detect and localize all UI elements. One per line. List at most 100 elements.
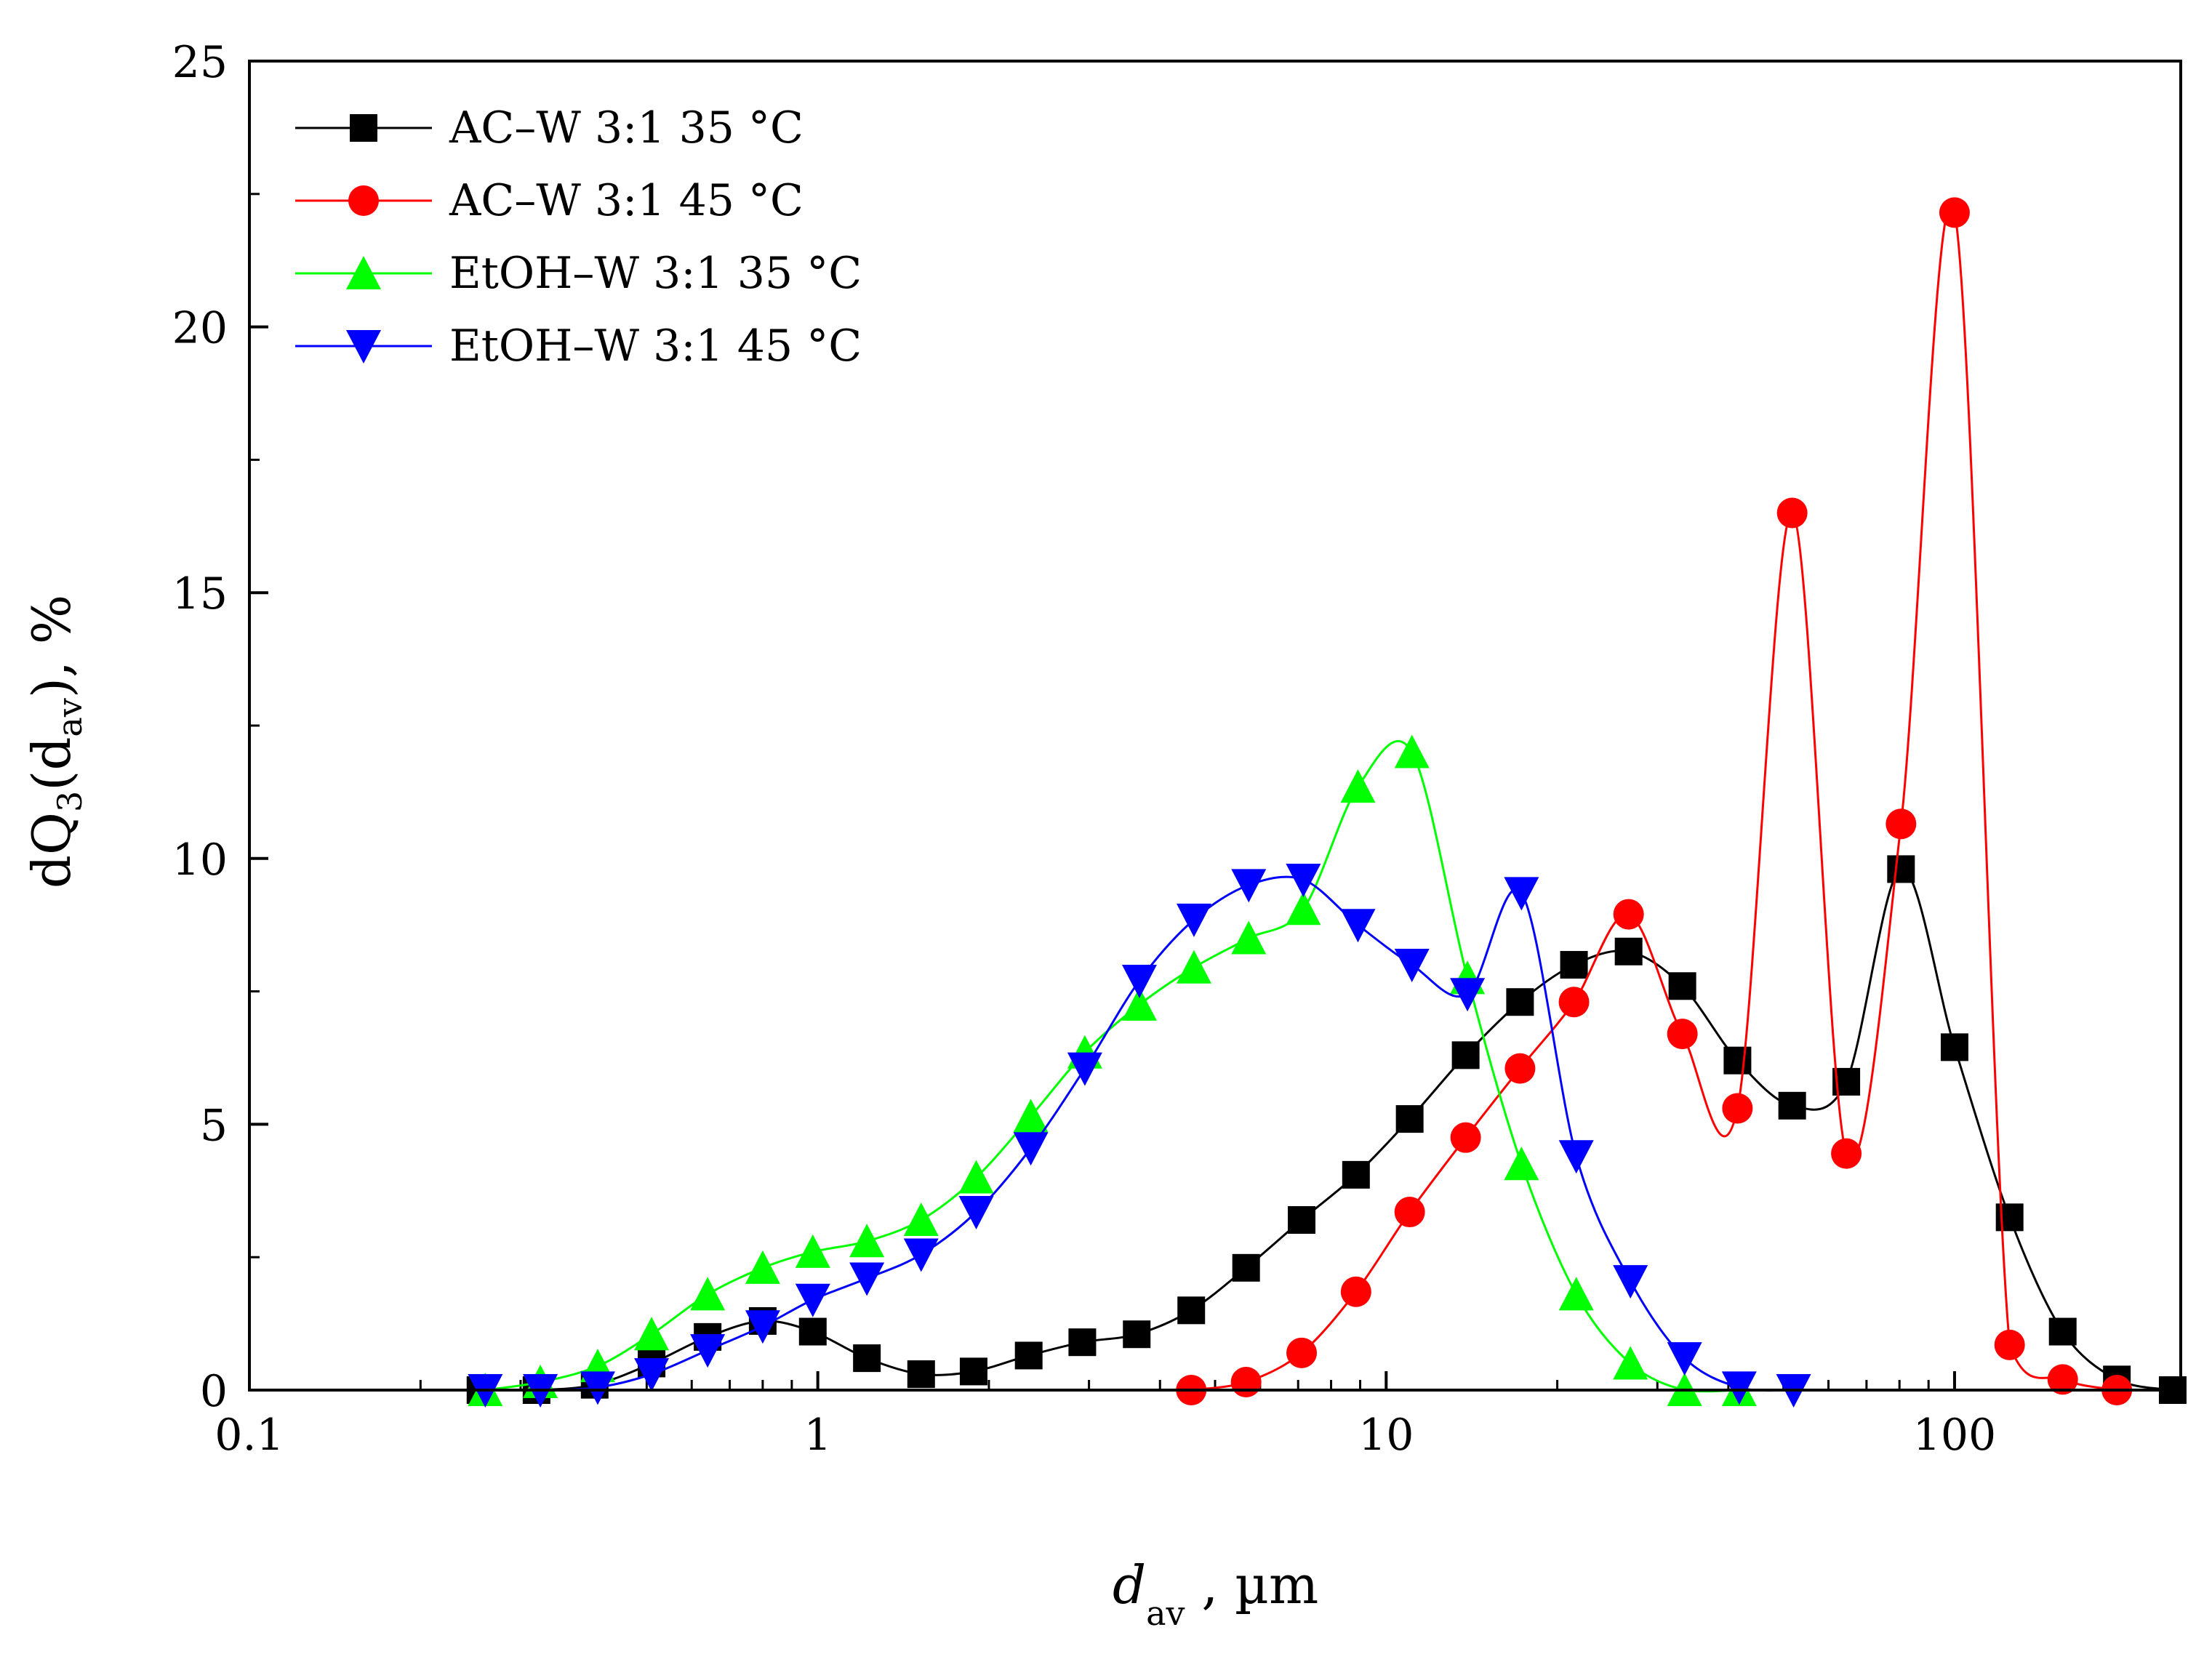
data-point — [1778, 1091, 1806, 1120]
data-point — [1231, 920, 1267, 955]
series-line-1 — [1190, 203, 2117, 1392]
data-point — [1340, 1276, 1371, 1307]
data-point — [1067, 1052, 1102, 1086]
y-axis-title: dQ3(dav), % — [21, 595, 89, 888]
data-point — [1558, 1277, 1594, 1311]
data-point — [1013, 1132, 1049, 1166]
data-point — [1667, 1019, 1698, 1050]
legend-marker-shape — [350, 114, 377, 142]
legend: AC–W 3:1 35 °C AC–W 3:1 45 °C EtOH–W 3:1… — [295, 103, 862, 372]
x-tick-label: 0.1 — [215, 1410, 284, 1461]
data-point — [1286, 864, 1321, 898]
data-point — [1558, 1140, 1594, 1174]
data-point — [1831, 1138, 1862, 1169]
data-point — [1450, 978, 1486, 1012]
data-point — [1013, 1099, 1049, 1133]
data-point — [1232, 1253, 1260, 1282]
data-point — [1504, 1147, 1539, 1181]
legend-label-3: EtOH–W 3:1 45 °C — [449, 321, 862, 372]
data-point — [1613, 1265, 1648, 1299]
legend-marker-1 — [348, 185, 379, 216]
x-tick-label: 1 — [804, 1410, 832, 1461]
data-point — [1286, 891, 1321, 926]
y-tick-label: 15 — [172, 569, 228, 619]
data-point — [959, 1357, 987, 1386]
data-point — [1558, 987, 1590, 1018]
data-point — [1722, 1093, 1753, 1124]
data-point — [1506, 988, 1534, 1016]
plot-frame — [248, 60, 2182, 1392]
data-point — [1340, 909, 1376, 943]
data-point — [1121, 964, 1157, 998]
legend-marker-shape — [346, 330, 381, 364]
data-point — [1230, 1367, 1262, 1398]
data-point — [1723, 1046, 1752, 1075]
y-axis-title-suffix: ), % — [21, 595, 82, 698]
legend-marker-shape — [346, 256, 381, 289]
data-point — [1394, 1197, 1425, 1228]
data-point — [1667, 1342, 1702, 1376]
tick-labels: 0.1 1 10 100 0 5 10 15 20 25 — [172, 37, 1997, 1461]
data-point — [1721, 1371, 1757, 1405]
legend-marker-shape — [348, 185, 379, 216]
y-axis-title-sub2: av — [50, 698, 89, 736]
legend-marker-3 — [346, 330, 381, 364]
x-axis-title: dav , µm — [1113, 1554, 1318, 1633]
data-point — [1394, 734, 1430, 768]
legend-label-1: AC–W 3:1 45 °C — [449, 175, 804, 226]
data-point — [1614, 937, 1643, 965]
data-point — [1504, 1053, 1536, 1084]
y-axis-title-mid: (d — [21, 737, 82, 791]
data-point — [958, 1160, 994, 1194]
data-point — [1231, 869, 1267, 903]
data-point — [2047, 1364, 2078, 1395]
legend-item: AC–W 3:1 45 °C — [295, 175, 804, 226]
data-point — [1342, 1160, 1370, 1189]
data-point — [1887, 855, 1915, 883]
data-point — [1068, 1328, 1097, 1357]
data-point — [580, 1371, 615, 1405]
x-axis-title-main: d — [1113, 1554, 1146, 1615]
data-point — [1886, 808, 1917, 840]
data-point — [1450, 1122, 1481, 1153]
data-point — [795, 1234, 830, 1268]
data-point — [795, 1283, 830, 1317]
data-point — [2048, 1317, 2077, 1346]
data-point — [1176, 903, 1211, 937]
y-tick-label: 10 — [172, 835, 228, 886]
data-point — [745, 1310, 780, 1344]
series-2 — [468, 734, 1757, 1406]
y-tick-label: 5 — [200, 1100, 228, 1151]
x-tick-label: 100 — [1913, 1410, 1997, 1461]
data-point — [1940, 1033, 1968, 1061]
y-tick-label: 0 — [200, 1366, 228, 1417]
y-tick-label: 25 — [172, 37, 228, 88]
data-point — [634, 1317, 670, 1351]
series-1 — [1176, 197, 2133, 1405]
data-point — [634, 1358, 670, 1392]
x-tick-label: 10 — [1358, 1410, 1414, 1461]
data-point — [1288, 1206, 1316, 1235]
data-point — [690, 1334, 726, 1368]
data-point — [1560, 951, 1588, 979]
legend-item: EtOH–W 3:1 45 °C — [295, 321, 862, 372]
legend-marker-0 — [350, 114, 377, 142]
y-tick-label: 20 — [172, 303, 228, 354]
data-point — [849, 1262, 885, 1296]
data-point — [1939, 197, 1970, 228]
data-point — [1340, 769, 1376, 803]
series-line-0 — [480, 867, 2173, 1392]
legend-item: EtOH–W 3:1 35 °C — [295, 248, 862, 299]
data-point — [1613, 1346, 1648, 1380]
data-point — [798, 1317, 827, 1346]
series-line-2 — [485, 739, 1739, 1393]
data-point — [1014, 1341, 1043, 1370]
legend-label-2: EtOH–W 3:1 35 °C — [449, 248, 862, 299]
data-point — [1776, 497, 1808, 529]
data-point — [853, 1344, 881, 1373]
data-point — [903, 1238, 939, 1272]
data-point — [1668, 972, 1696, 1000]
data-point — [1176, 950, 1211, 984]
x-axis-title-sub: av — [1146, 1594, 1185, 1633]
